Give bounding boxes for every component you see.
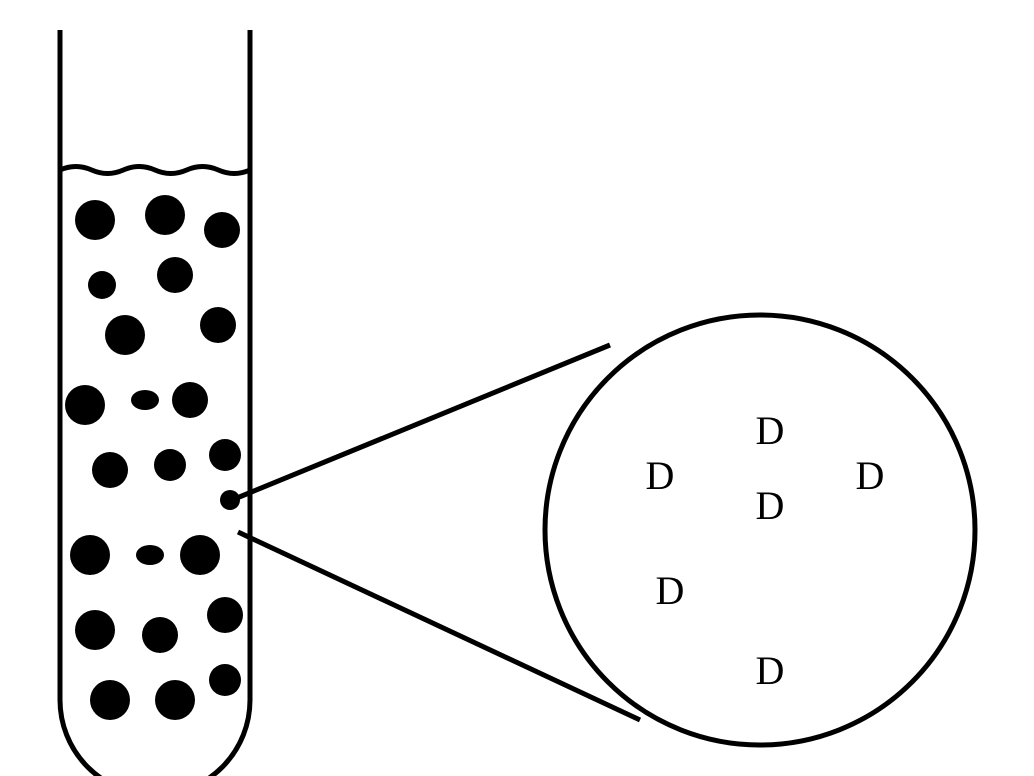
particle xyxy=(154,449,186,481)
particle xyxy=(131,390,159,410)
particle-label: D xyxy=(646,453,675,498)
particle xyxy=(65,385,105,425)
particle xyxy=(172,382,208,418)
particle xyxy=(204,212,240,248)
particle-label: D xyxy=(756,408,785,453)
liquid-surface xyxy=(60,167,250,174)
diagram-canvas: DDDDDD xyxy=(0,0,1034,776)
particle xyxy=(92,452,128,488)
particle xyxy=(180,535,220,575)
particle-label: D xyxy=(756,483,785,528)
particle-label: D xyxy=(656,568,685,613)
particle xyxy=(105,315,145,355)
particle-label: D xyxy=(856,453,885,498)
particle xyxy=(200,307,236,343)
particle xyxy=(142,617,178,653)
particles-group xyxy=(65,195,243,720)
particle xyxy=(145,195,185,235)
particle xyxy=(88,271,116,299)
particle xyxy=(157,257,193,293)
particle xyxy=(136,545,164,565)
particle xyxy=(70,535,110,575)
particle xyxy=(207,597,243,633)
particle xyxy=(209,664,241,696)
particle-label: D xyxy=(756,648,785,693)
particle xyxy=(209,439,241,471)
particle xyxy=(75,200,115,240)
particle xyxy=(155,680,195,720)
particle xyxy=(90,680,130,720)
particle xyxy=(75,610,115,650)
